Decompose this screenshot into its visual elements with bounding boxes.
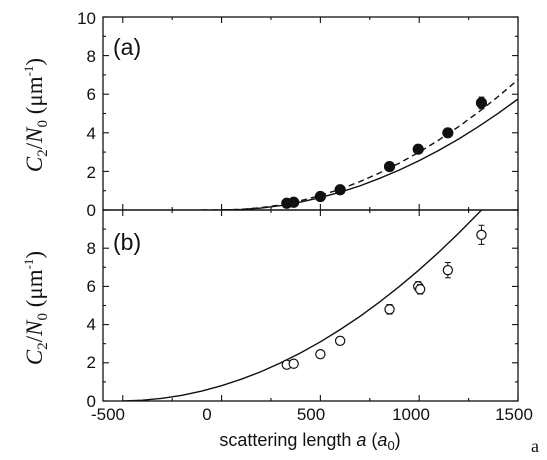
panel-b-data-point (334, 335, 346, 347)
panel-a-plot (201, 79, 518, 210)
panel-b-ytick-label: 6 (87, 277, 96, 296)
panel-b-ytick-label: 8 (87, 239, 96, 258)
panel-a-data-point (314, 190, 326, 203)
xtick-label: -500 (91, 405, 125, 424)
panel-b-solid-curve (122, 210, 483, 401)
panel-a-solid-curve (221, 98, 518, 210)
panel-b-plot (122, 210, 487, 401)
panel-a-data-point (442, 127, 454, 139)
xtick-label: 500 (297, 405, 325, 424)
panel-a-ytick-label: 2 (87, 163, 96, 182)
panel-a-data-point (412, 143, 424, 155)
panel-b-ytick-label: 2 (87, 353, 96, 372)
panel-b-frame (102, 209, 519, 402)
x-axis-label: scattering length a (a0) (219, 430, 400, 453)
panel-b-y-tick-labels: 0 2 4 6 8 (87, 239, 96, 411)
panel-a-y-tick-labels: 0 2 4 6 8 10 (77, 9, 96, 220)
panel-a-data-point (383, 160, 396, 173)
panel-a-ytick-label: 8 (87, 47, 96, 66)
x-tick-labels: -500 0 500 1000 1500 (91, 405, 533, 424)
axis-ticks (103, 16, 519, 402)
xtick-label: 1000 (392, 405, 430, 424)
panel-a-dashed-curve (201, 79, 518, 210)
panel-a-ytick-label: 6 (87, 85, 96, 104)
panel-a-frame (102, 16, 519, 211)
panel-b-ytick-label: 4 (87, 315, 96, 334)
panel-a-data-point (475, 97, 488, 109)
panel-b-data-point (476, 229, 487, 241)
panel-a-ytick-label: 4 (87, 124, 96, 143)
panel-a-y-axis-label: C2/N0 (μm-1) (21, 58, 51, 172)
panel-b-y-axis-label: C2/N0 (μm-1) (21, 251, 51, 365)
panel-b-data-point (384, 304, 395, 315)
panel-a-ytick-label: 0 (87, 201, 96, 220)
stray-character: a (531, 436, 539, 456)
panel-b-ytick-label: 0 (87, 392, 96, 411)
panel-a-label: (a) (113, 34, 141, 60)
panel-a-data-point (288, 196, 300, 208)
xtick-label: 1500 (495, 405, 533, 424)
panel-b-data-point (288, 358, 299, 369)
panel-b-label: (b) (113, 229, 141, 255)
panel-b-data-point (315, 349, 326, 360)
panel-b-data-point (414, 284, 426, 295)
xtick-label: 0 (202, 405, 211, 424)
panel-a-ytick-label: 10 (77, 9, 96, 28)
panel-b-data-point (442, 264, 454, 276)
panel-a-data-point (334, 184, 346, 196)
